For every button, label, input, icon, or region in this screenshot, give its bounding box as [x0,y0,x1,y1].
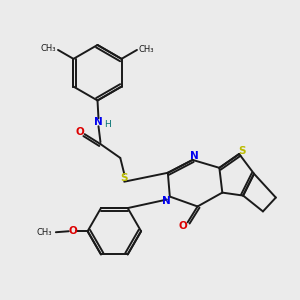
Text: S: S [238,146,246,156]
Text: CH₃: CH₃ [36,228,52,237]
Text: O: O [68,226,77,236]
Text: N: N [190,151,199,161]
Text: N: N [94,117,103,127]
Text: O: O [75,127,84,137]
Text: N: N [163,196,171,206]
Text: H: H [104,120,111,129]
Text: O: O [178,221,187,231]
Text: S: S [121,173,128,183]
Text: CH₃: CH₃ [40,44,56,53]
Text: CH₃: CH₃ [139,45,154,54]
